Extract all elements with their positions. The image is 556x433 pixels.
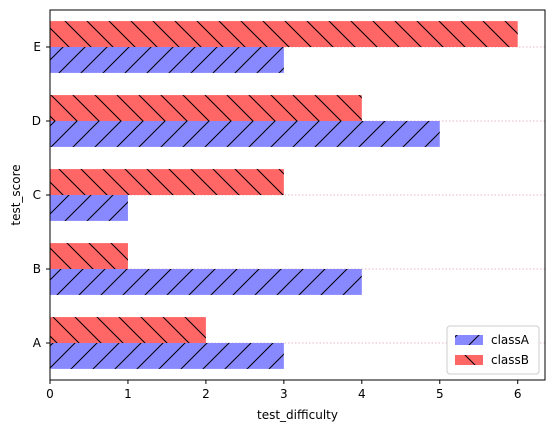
bar-hatch-classA-A xyxy=(50,343,284,369)
y-tick-label: B xyxy=(33,262,41,276)
bar-hatch-classB-B xyxy=(50,243,128,269)
y-tick-label: E xyxy=(33,40,41,54)
x-axis: 0 1 2 3 4 5 6 xyxy=(46,380,522,401)
bar-hatch-classB-D xyxy=(50,95,362,121)
y-tick-label: C xyxy=(33,188,41,202)
x-tick-label: 5 xyxy=(436,387,444,401)
x-tick-label: 2 xyxy=(202,387,210,401)
bar-hatch-classA-D xyxy=(50,121,440,147)
legend-swatch-hatch-classB xyxy=(455,355,483,365)
bar-hatch-classA-B xyxy=(50,269,362,295)
y-tick-label: D xyxy=(32,114,41,128)
legend-label-classB: classB xyxy=(491,353,529,367)
bar-hatch-classB-C xyxy=(50,169,284,195)
bars xyxy=(50,21,518,369)
x-tick-label: 6 xyxy=(514,387,522,401)
x-tick-label: 3 xyxy=(280,387,288,401)
x-tick-label: 0 xyxy=(46,387,54,401)
y-axis-label: test_score xyxy=(9,164,23,225)
legend-label-classA: classA xyxy=(491,333,530,347)
legend: classA classB xyxy=(446,325,540,375)
y-tick-label: A xyxy=(33,336,42,350)
bar-hatch-classA-C xyxy=(50,195,128,221)
x-axis-label: test_difficulty xyxy=(257,408,338,422)
bar-hatch-classA-E xyxy=(50,47,284,73)
y-axis: A B C D E xyxy=(32,40,50,350)
legend-swatch-hatch-classA xyxy=(455,335,483,345)
bar-hatch-classB-E xyxy=(50,21,518,47)
x-tick-label: 4 xyxy=(358,387,366,401)
x-tick-label: 1 xyxy=(124,387,132,401)
bar-hatch-classB-A xyxy=(50,317,206,343)
